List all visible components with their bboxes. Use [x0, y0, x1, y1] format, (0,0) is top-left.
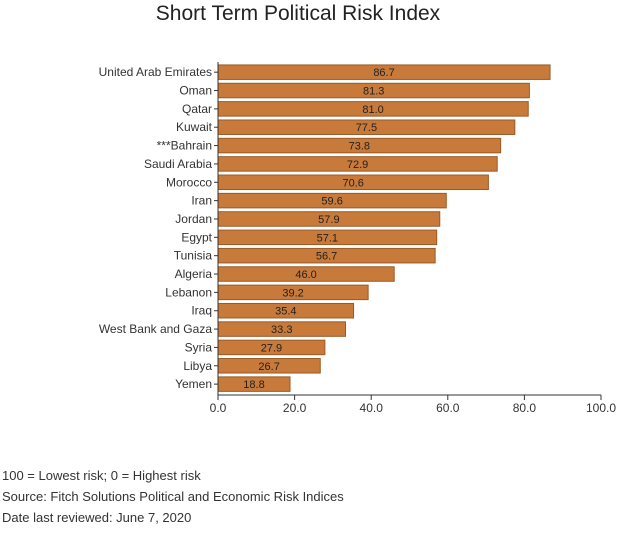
- category-label: Libya: [183, 359, 212, 373]
- chart-title: Short Term Political Risk Index: [155, 2, 441, 25]
- category-label: Qatar: [182, 102, 212, 116]
- category-label: Saudi Arabia: [144, 157, 212, 171]
- category-label: Oman: [179, 84, 212, 98]
- x-tick-label: 100.0: [586, 401, 616, 415]
- data-label: 39.2: [282, 287, 303, 299]
- category-label: Iraq: [191, 304, 212, 318]
- data-label: 59.6: [321, 196, 342, 208]
- data-label: 27.9: [261, 342, 282, 354]
- category-label: ***Bahrain: [157, 139, 212, 153]
- footnotes: 100 = Lowest risk; 0 = Highest risk Sour…: [2, 465, 344, 528]
- x-tick-label: 0.0: [210, 401, 227, 415]
- x-tick-label: 20.0: [283, 401, 307, 415]
- data-label: 86.7: [373, 67, 394, 79]
- category-label: Iran: [191, 194, 212, 208]
- data-label: 57.9: [318, 214, 339, 226]
- data-label: 33.3: [271, 324, 292, 336]
- data-label: 57.1: [317, 232, 338, 244]
- category-label: West Bank and Gaza: [99, 322, 213, 336]
- data-label: 77.5: [356, 122, 377, 134]
- data-label: 35.4: [275, 306, 296, 318]
- data-label: 56.7: [316, 251, 337, 263]
- data-label: 72.9: [347, 159, 368, 171]
- category-label: Egypt: [181, 230, 212, 244]
- date-note: Date last reviewed: June 7, 2020: [2, 510, 192, 525]
- category-label: Jordan: [175, 212, 212, 226]
- data-label: 73.8: [349, 141, 370, 153]
- scale-note: 100 = Lowest risk; 0 = Highest risk: [2, 468, 201, 483]
- category-label: Kuwait: [176, 120, 213, 134]
- category-label: Morocco: [166, 175, 212, 189]
- source-note: Source: Fitch Solutions Political and Ec…: [2, 489, 344, 504]
- category-label: Tunisia: [174, 249, 213, 263]
- category-label: Lebanon: [165, 285, 212, 299]
- category-label: Algeria: [175, 267, 213, 281]
- data-label: 81.3: [363, 86, 384, 98]
- x-tick-label: 40.0: [360, 401, 384, 415]
- category-label: Yemen: [175, 377, 212, 391]
- data-label: 81.0: [362, 104, 383, 116]
- x-tick-label: 80.0: [513, 401, 537, 415]
- category-label: Syria: [185, 340, 213, 354]
- category-label: United Arab Emirates: [99, 65, 212, 79]
- data-label: 18.8: [243, 379, 264, 391]
- data-label: 26.7: [258, 361, 279, 373]
- x-tick-label: 60.0: [436, 401, 460, 415]
- data-label: 70.6: [342, 177, 363, 189]
- data-label: 46.0: [295, 269, 316, 281]
